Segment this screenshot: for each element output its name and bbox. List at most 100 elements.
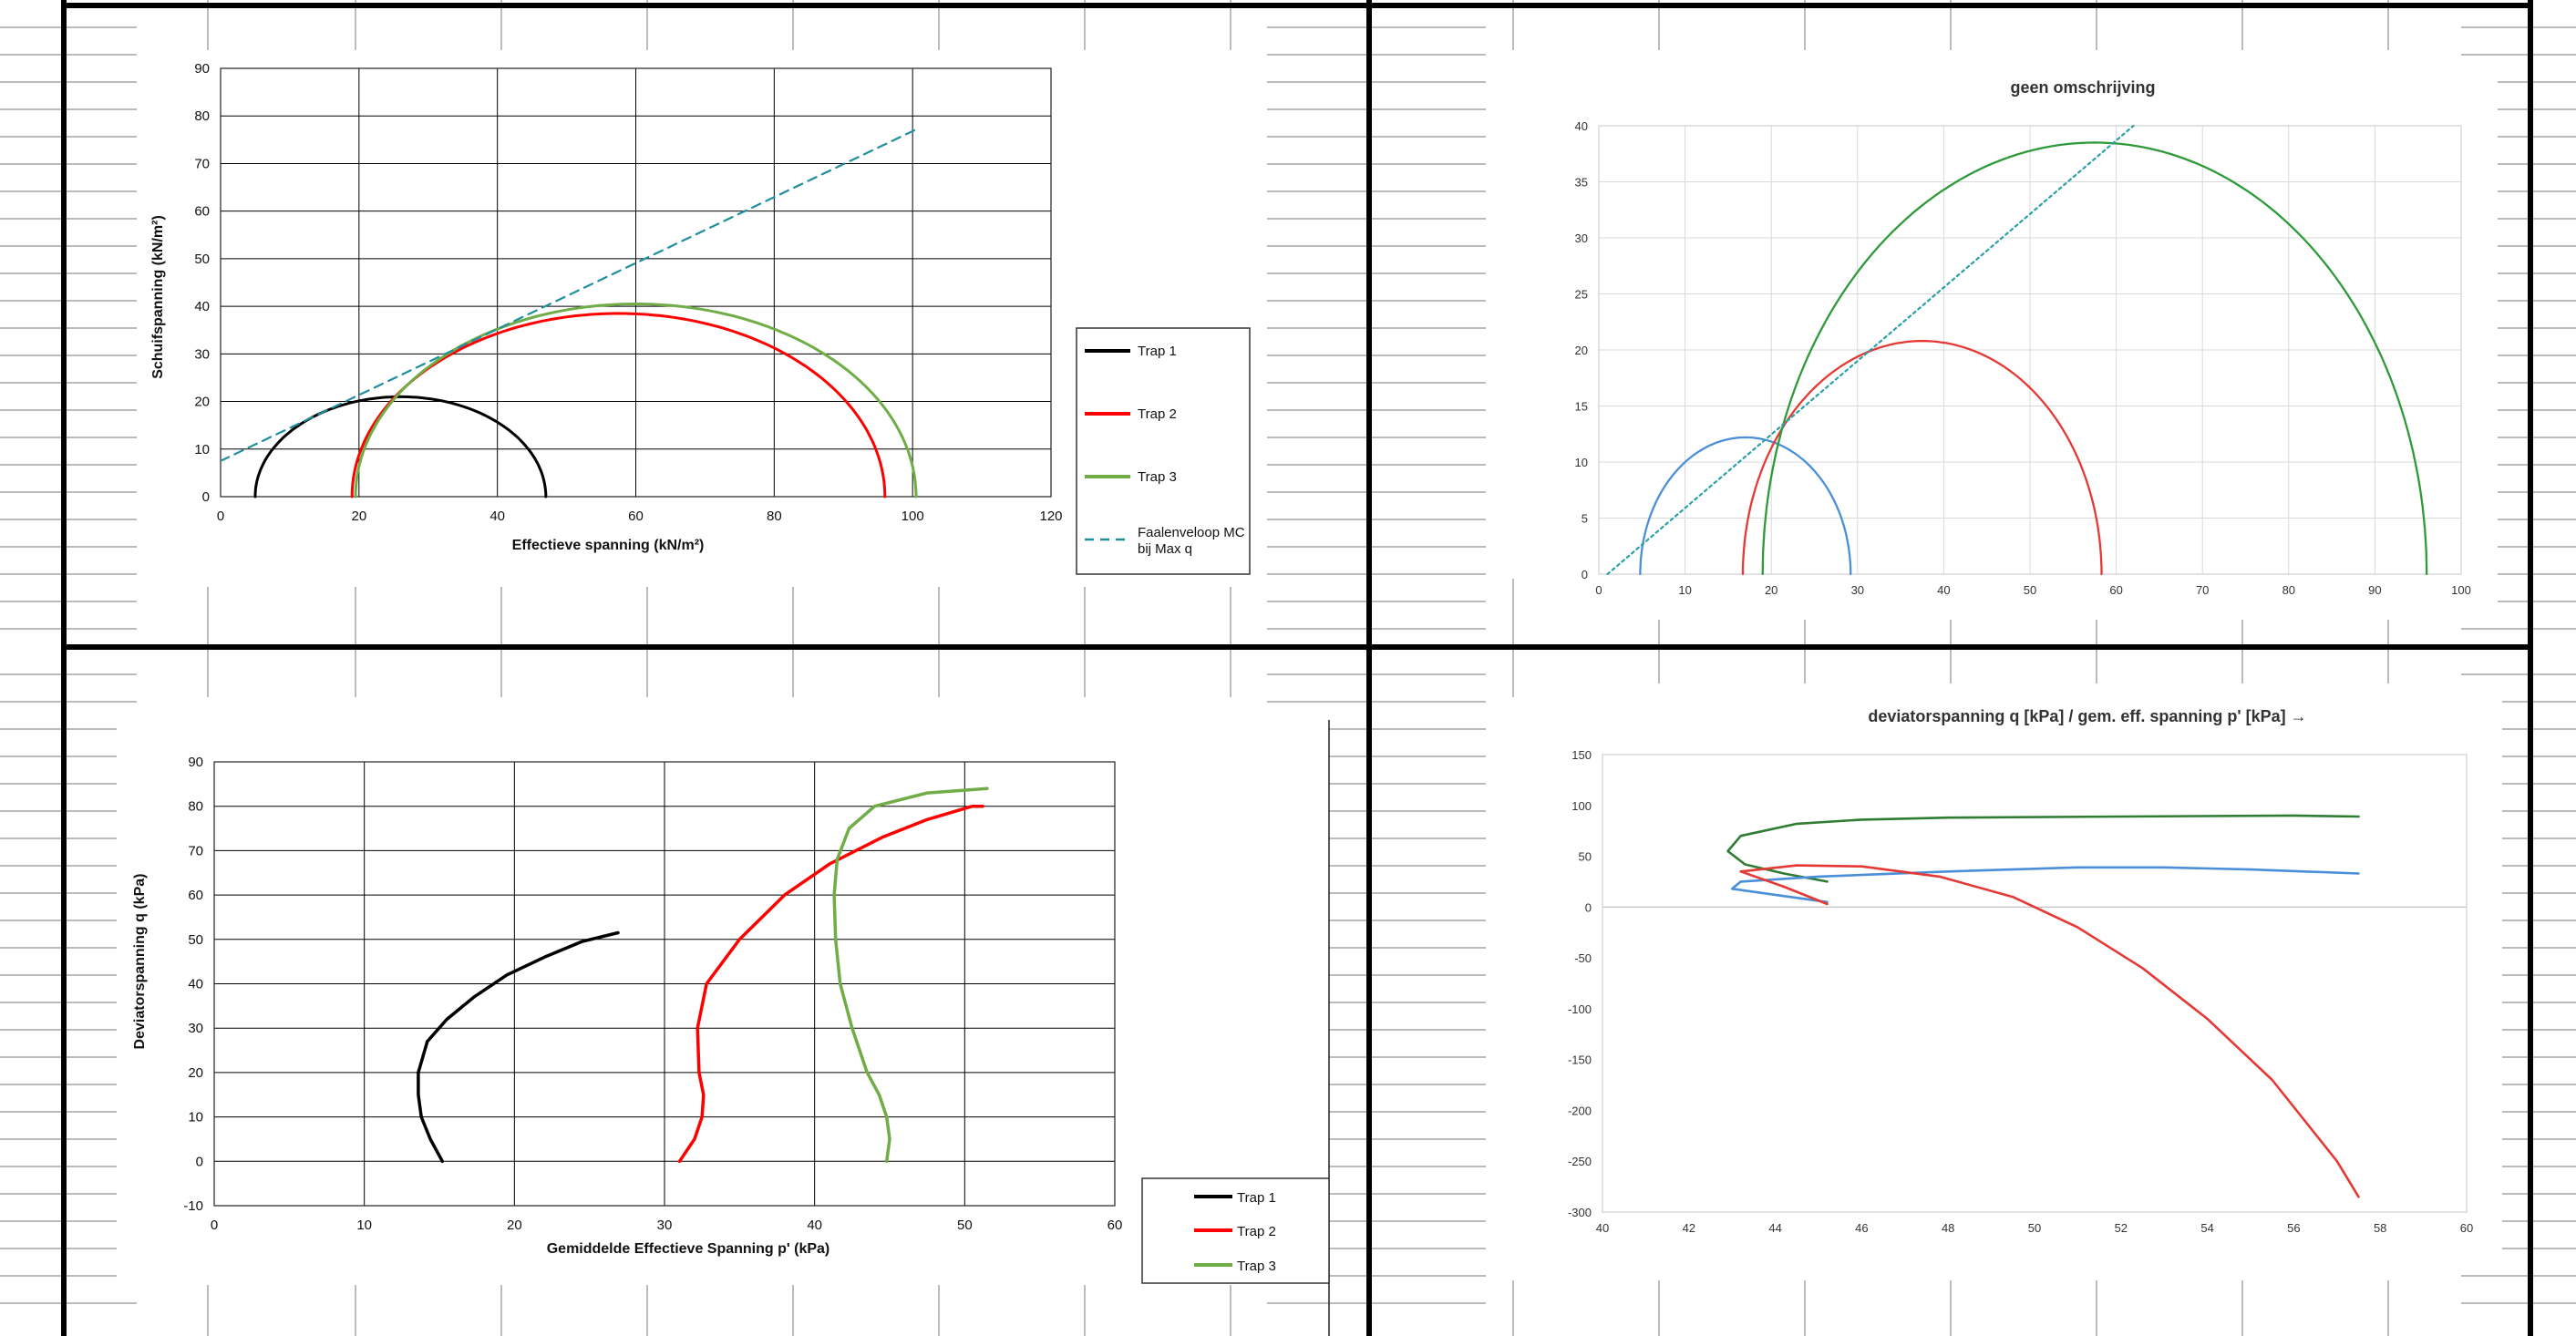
chart-mohr-circles-kn: 0 20 40 60 80 100 120 0 10 20 30 40 50 60 70 80 90 Schui… bbox=[150, 55, 1251, 587]
legend-label-faalenveloop: Faalenveloop MC bij Max q bbox=[1138, 525, 1245, 557]
y-tick-label: 60 bbox=[194, 204, 210, 220]
x-tick-label: 52 bbox=[2115, 1221, 2128, 1235]
x-tick-label: 100 bbox=[902, 509, 924, 524]
chart-mohr-circles-unlabeled: geen omschrijving 0 10 20 30 40 50 60 70 80 90 100… bbox=[1550, 64, 2498, 620]
y-tick-label: 0 bbox=[1582, 568, 1588, 581]
legend-label-trap-1: Trap 1 bbox=[1138, 344, 1177, 359]
x-tick-label: 44 bbox=[1768, 1221, 1781, 1235]
x-tick-label: 40 bbox=[1596, 1221, 1609, 1235]
y-tick-label: 20 bbox=[1575, 344, 1588, 357]
x-tick-label: 10 bbox=[1678, 583, 1691, 597]
y-tick-label: 80 bbox=[194, 108, 210, 124]
x-tick-label: 40 bbox=[489, 509, 505, 524]
legend: Trap 1 Trap 2 Trap 3 Faalenveloop MC bij … bbox=[1076, 327, 1251, 575]
x-tick-label: 20 bbox=[1765, 583, 1777, 597]
x-tick-label: 56 bbox=[2287, 1221, 2300, 1235]
x-tick-label: 58 bbox=[2374, 1221, 2386, 1235]
y-tick-label: -100 bbox=[1568, 1002, 1592, 1016]
x-tick-label: 60 bbox=[2460, 1221, 2473, 1235]
y-tick-label: 10 bbox=[1575, 456, 1588, 469]
y-tick-label: 90 bbox=[188, 755, 203, 770]
plot-frame bbox=[1602, 754, 2468, 1213]
series-curve-2 bbox=[1730, 866, 2360, 904]
series-curve-4 bbox=[1606, 124, 2135, 576]
x-tick-label: 60 bbox=[2109, 583, 2122, 597]
series-faalenveloop-mc-bij-max-q bbox=[221, 127, 921, 462]
x-tick-label: 30 bbox=[657, 1218, 673, 1233]
series-trap-1 bbox=[253, 395, 548, 498]
plot-frame bbox=[220, 67, 1052, 498]
x-tick-label: 50 bbox=[2024, 583, 2036, 597]
x-tick-label: 0 bbox=[211, 1218, 218, 1233]
y-tick-label: 90 bbox=[194, 61, 210, 77]
y-tick-label: 50 bbox=[194, 252, 210, 267]
series-trap-3 bbox=[832, 786, 989, 1164]
legend-box bbox=[1141, 1177, 1330, 1284]
y-tick-label: 100 bbox=[1571, 799, 1592, 813]
y-axis-label: Deviatorspanning q (kPa) bbox=[132, 874, 148, 1050]
legend: Trap 1 Trap 2 Trap 3 bbox=[1141, 1177, 1330, 1284]
chart-title: deviatorspanning q [kPa] / gem. eff. spa… bbox=[1868, 707, 2306, 725]
x-tick-label: 42 bbox=[1683, 1221, 1695, 1235]
x-tick-label: 100 bbox=[2451, 583, 2471, 597]
legend-label-trap-2: Trap 2 bbox=[1237, 1224, 1276, 1239]
x-tick-label: 70 bbox=[2196, 583, 2209, 597]
y-tick-label: 70 bbox=[194, 156, 210, 171]
y-tick-label: 40 bbox=[1575, 119, 1588, 133]
y-tick-label: -10 bbox=[183, 1198, 203, 1214]
plot-area-mohr-unlabeled: 0 10 20 30 40 50 60 70 80 90 100 0 5 10 15 20 25 30 35 40 bbox=[1575, 119, 2471, 597]
plot-area-mohr-kn: 0 20 40 60 80 100 120 0 10 20 30 40 50 60 70 80 90 bbox=[194, 61, 1062, 524]
x-tick-label: 80 bbox=[767, 509, 782, 524]
legend-label-trap-3: Trap 3 bbox=[1237, 1259, 1276, 1274]
x-tick-label: 120 bbox=[1039, 509, 1062, 524]
series-curve-2 bbox=[1741, 340, 2103, 576]
plot-frame bbox=[213, 761, 1116, 1207]
x-tick-label: 10 bbox=[356, 1218, 372, 1233]
y-tick-label: 25 bbox=[1575, 288, 1588, 302]
x-tick-label: 0 bbox=[217, 509, 224, 524]
y-tick-label: -150 bbox=[1568, 1053, 1592, 1067]
x-tick-label: 20 bbox=[351, 509, 366, 524]
y-tick-label: 20 bbox=[194, 395, 210, 410]
y-tick-label: 50 bbox=[188, 932, 203, 948]
x-tick-label: 30 bbox=[1851, 583, 1864, 597]
y-tick-label: 0 bbox=[196, 1154, 203, 1169]
y-tick-label: 5 bbox=[1582, 512, 1588, 526]
y-tick-label: 50 bbox=[1579, 850, 1592, 864]
y-tick-label: 150 bbox=[1571, 748, 1592, 762]
y-tick-label: -300 bbox=[1568, 1206, 1592, 1219]
x-tick-label: 50 bbox=[957, 1218, 973, 1233]
x-axis-label: Effectieve spanning (kN/m²) bbox=[512, 538, 705, 553]
series-curve-3 bbox=[1761, 141, 2428, 576]
chart-title: geen omschrijving bbox=[2010, 78, 2155, 97]
y-tick-label: 40 bbox=[188, 977, 203, 992]
page-frame bbox=[61, 0, 2533, 1336]
y-tick-label: 10 bbox=[194, 442, 210, 457]
chart-stress-path-q-p: 0 10 20 30 40 50 60 -10 0 10 20 30 40 50 60 70 80 90 Devi… bbox=[117, 720, 1330, 1336]
x-tick-label: 48 bbox=[1942, 1221, 1954, 1235]
y-tick-label: 35 bbox=[1575, 176, 1588, 190]
x-tick-label: 60 bbox=[1108, 1218, 1123, 1233]
x-tick-label: 80 bbox=[2282, 583, 2295, 597]
y-tick-label: 10 bbox=[188, 1110, 203, 1125]
series-trap-1 bbox=[417, 930, 620, 1164]
y-tick-label: 30 bbox=[1575, 231, 1588, 245]
y-tick-label: 60 bbox=[188, 888, 203, 903]
y-tick-label: 40 bbox=[194, 299, 210, 314]
legend-label-trap-1: Trap 1 bbox=[1237, 1190, 1276, 1206]
series-trap-3 bbox=[354, 303, 918, 498]
y-axis-label: Schuifspanning (kN/m²) bbox=[150, 215, 166, 379]
x-axis-label: Gemiddelde Effectieve Spanning p' (kPa) bbox=[547, 1241, 830, 1257]
y-tick-label: 0 bbox=[1585, 900, 1592, 914]
series-trap-2 bbox=[677, 804, 984, 1164]
y-tick-label: 15 bbox=[1575, 400, 1588, 414]
y-tick-label: 0 bbox=[202, 489, 210, 505]
x-tick-label: 90 bbox=[2368, 583, 2381, 597]
legend-label-trap-3: Trap 3 bbox=[1138, 469, 1177, 485]
y-tick-label: -200 bbox=[1568, 1104, 1592, 1117]
x-tick-label: 54 bbox=[2200, 1221, 2213, 1235]
plot-frame bbox=[1598, 125, 2462, 575]
legend-box bbox=[1076, 327, 1251, 575]
y-tick-label: 20 bbox=[188, 1065, 203, 1081]
